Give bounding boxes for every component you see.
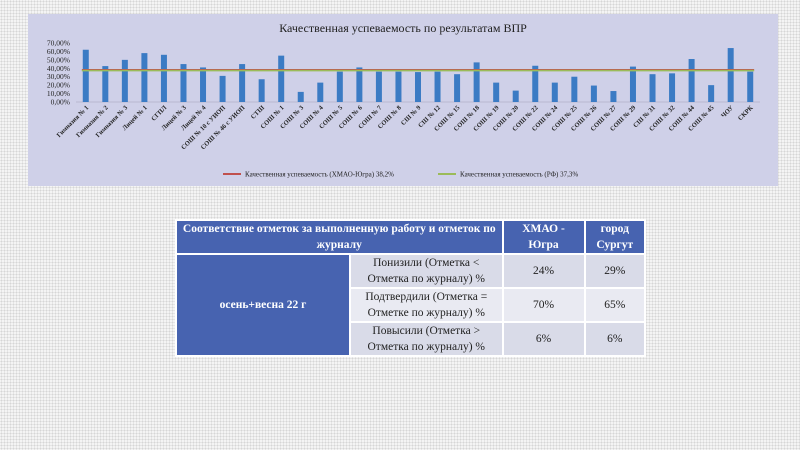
- bar: [669, 73, 676, 102]
- bar: [629, 66, 636, 102]
- bar: [649, 74, 656, 102]
- bar: [571, 76, 578, 102]
- bar: [610, 91, 617, 102]
- hmao-value: 70%: [501, 287, 586, 323]
- marks-comparison-table: Соответствие отметок за выполненную рабо…: [175, 219, 647, 357]
- bar: [473, 62, 480, 102]
- bar: [336, 71, 343, 102]
- bar: [551, 82, 558, 102]
- bar: [297, 91, 304, 102]
- row-label: Повысили (Отметка > Отметка по журналу) …: [349, 321, 504, 357]
- header-comparison: Соответствие отметок за выполненную рабо…: [175, 219, 504, 255]
- y-tick-label: 50,00%: [47, 55, 70, 64]
- legend-label: Качественная успеваемость (РФ) 37,3%: [460, 171, 578, 179]
- surgut-value: 6%: [583, 321, 647, 357]
- bar: [141, 53, 148, 102]
- table-row: Повысили (Отметка > Отметка по журналу) …: [176, 321, 647, 357]
- bar: [747, 71, 754, 102]
- y-tick-label: 0,00%: [51, 98, 70, 107]
- bar: [493, 82, 500, 102]
- bar: [102, 66, 109, 102]
- bar: [180, 64, 187, 102]
- y-tick-label: 70,00%: [47, 39, 70, 48]
- table-row: Подтвердили (Отметка = Отметке по журнал…: [176, 287, 647, 323]
- bar: [688, 59, 695, 102]
- bar: [590, 85, 597, 102]
- bar: [82, 49, 89, 102]
- bar: [708, 85, 715, 102]
- bar: [434, 71, 441, 102]
- hmao-value: 6%: [501, 321, 586, 357]
- x-tick-label: СКРК: [737, 104, 755, 122]
- bar: [395, 71, 402, 102]
- table-row: осень+весна 22 г Понизили (Отметка < Отм…: [175, 253, 647, 357]
- chart-panel: 0,00% 10,00% 20,00% 30,00% 40,00% 50,00% 60,00…: [28, 14, 778, 186]
- header-surgut: город Сургут: [583, 219, 647, 255]
- bar: [375, 71, 382, 102]
- bar: [532, 65, 539, 102]
- row-label: Подтвердили (Отметка = Отметке по журнал…: [349, 287, 504, 323]
- bar: [278, 55, 285, 102]
- period-cell: осень+весна 22 г: [175, 253, 351, 357]
- bar: [454, 74, 461, 102]
- y-tick-label: 40,00%: [47, 64, 70, 73]
- chart-title: Качественная успеваемость по результатам…: [279, 21, 527, 35]
- x-tick-label: СТШ: [250, 104, 267, 121]
- bar-chart: 0,00%10,00%20,00%30,00%40,00%50,00%60,00…: [47, 39, 760, 179]
- y-tick-label: 30,00%: [47, 72, 70, 81]
- y-tick-label: 20,00%: [47, 81, 70, 90]
- surgut-value: 65%: [583, 287, 647, 323]
- x-tick-label: ЧОУ: [720, 104, 735, 119]
- bar: [258, 79, 265, 102]
- surgut-value: 29%: [583, 253, 647, 289]
- y-tick-label: 60,00%: [47, 47, 70, 56]
- y-tick-label: 10,00%: [47, 89, 70, 98]
- bar: [219, 75, 226, 102]
- table-header-row: Соответствие отметок за выполненную рабо…: [175, 219, 647, 255]
- bar: [727, 48, 734, 102]
- bar: [200, 67, 207, 102]
- row-label: Понизили (Отметка < Отметка по журналу) …: [349, 253, 504, 289]
- bar: [160, 54, 167, 102]
- hmao-value: 24%: [501, 253, 586, 289]
- bar: [356, 67, 363, 102]
- bar: [415, 72, 421, 102]
- bar: [121, 59, 128, 102]
- legend-label: Качественная успеваемость (ХМАО-Югра) 38…: [245, 171, 394, 179]
- header-hmao: ХМАО - Югра: [501, 219, 586, 255]
- bar: [239, 64, 246, 102]
- bar: [317, 82, 324, 102]
- x-tick-label: СГПЛ: [150, 104, 168, 122]
- bar: [512, 90, 519, 102]
